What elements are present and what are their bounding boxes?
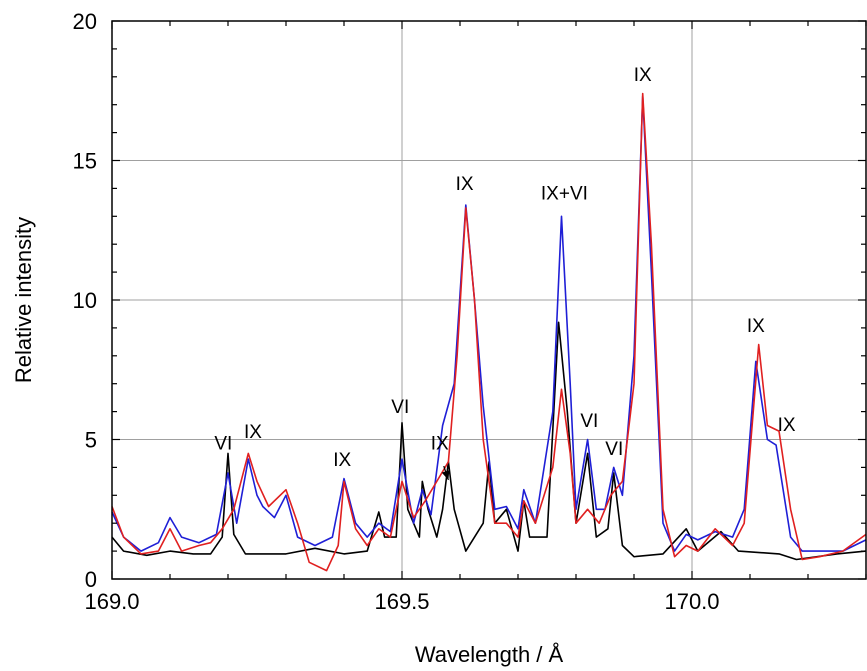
peak-label-5: IX xyxy=(456,174,474,195)
y-tick-label-4: 20 xyxy=(73,9,97,34)
series-lines xyxy=(111,92,867,572)
peak-label-0: VI xyxy=(214,433,232,454)
y-tick-label-0: 0 xyxy=(85,567,97,592)
peak-label-6: IX+VI xyxy=(541,184,588,205)
y-axis-title: Relative intensity xyxy=(11,217,36,383)
series-line-0 xyxy=(111,321,867,561)
peak-label-9: IX xyxy=(634,65,652,86)
series-line-1 xyxy=(111,95,867,552)
peak-annotations: VI IX IX VI IX IX IX+VI VI VI IX IX IX xyxy=(214,65,796,481)
peak-label-10: IX xyxy=(747,316,765,337)
peak-label-4: IX xyxy=(431,433,449,454)
peak-label-3: VI xyxy=(391,397,409,418)
x-tick-label-2: 170.0 xyxy=(664,589,719,614)
peak-label-1: IX xyxy=(244,422,262,443)
y-tick-label-1: 5 xyxy=(85,428,97,453)
y-tick-label-3: 15 xyxy=(73,149,97,174)
peak-label-8: VI xyxy=(605,439,623,460)
x-tick-label-1: 169.5 xyxy=(374,589,429,614)
peak-label-7: VI xyxy=(580,411,598,432)
series-line-2 xyxy=(111,92,867,572)
peak-label-11: IX xyxy=(778,415,796,436)
y-tick-label-2: 10 xyxy=(73,288,97,313)
x-axis-title: Wavelength / Å xyxy=(415,642,564,667)
axes: 169.0 169.5 170.0 0 5 10 15 20 xyxy=(73,9,867,614)
peak-label-2: IX xyxy=(333,450,351,471)
x-tick-label-0: 169.0 xyxy=(84,589,139,614)
annotation-arrow-head xyxy=(441,470,450,480)
